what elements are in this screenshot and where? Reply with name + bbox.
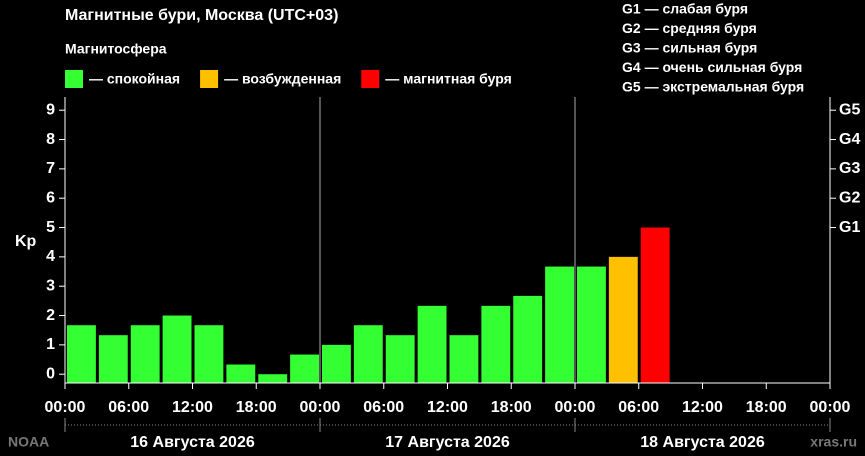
bar bbox=[545, 266, 574, 383]
legend-label: — магнитная буря bbox=[385, 71, 512, 87]
y2-tick-label: G4 bbox=[839, 131, 860, 148]
bar bbox=[322, 344, 351, 383]
bar bbox=[640, 227, 670, 383]
scale-note: G4 — очень сильная буря bbox=[622, 59, 802, 75]
bar bbox=[258, 374, 288, 383]
legend-swatch bbox=[200, 70, 219, 88]
y-tick-label: 9 bbox=[46, 101, 55, 118]
y2-tick-label: G5 bbox=[839, 101, 860, 118]
y-tick-label: 1 bbox=[46, 336, 55, 353]
bar bbox=[98, 335, 128, 383]
x-tick-label: 18:00 bbox=[236, 399, 277, 416]
legend-swatch bbox=[65, 70, 83, 88]
bar bbox=[353, 325, 383, 383]
scale-note: G3 — сильная буря bbox=[622, 40, 757, 56]
y2-tick-label: G3 bbox=[839, 160, 860, 177]
legend-title: Магнитосфера bbox=[65, 41, 167, 57]
x-tick-label: 12:00 bbox=[172, 399, 213, 416]
scale-note: G2 — средняя буря bbox=[622, 20, 757, 36]
source: NOAA bbox=[8, 434, 49, 450]
y-tick-label: 2 bbox=[46, 307, 55, 324]
y2-tick-label: G2 bbox=[839, 189, 860, 206]
y2-tick-label: G1 bbox=[839, 219, 860, 236]
x-tick-label: 12:00 bbox=[682, 399, 723, 416]
bar bbox=[513, 295, 543, 383]
y-axis-label: Kp bbox=[15, 233, 37, 250]
bar bbox=[577, 266, 606, 383]
x-tick-label: 00:00 bbox=[300, 399, 341, 416]
bar bbox=[417, 305, 447, 383]
scale-note: G5 — экстремальная буря bbox=[622, 79, 804, 95]
bar bbox=[481, 305, 511, 383]
bar bbox=[130, 325, 160, 383]
x-tick-label: 06:00 bbox=[363, 399, 404, 416]
x-tick-label: 00:00 bbox=[810, 399, 851, 416]
x-tick-label: 06:00 bbox=[618, 399, 659, 416]
bar bbox=[162, 315, 192, 383]
bar bbox=[449, 335, 479, 383]
x-tick-label: 12:00 bbox=[427, 399, 468, 416]
y-tick-label: 7 bbox=[46, 160, 55, 177]
bar bbox=[226, 364, 256, 383]
day-label: 17 Августа 2026 bbox=[385, 434, 510, 451]
y-tick-label: 3 bbox=[46, 277, 55, 294]
bar bbox=[194, 325, 224, 383]
x-tick-label: 18:00 bbox=[491, 399, 532, 416]
x-tick-label: 00:00 bbox=[555, 399, 596, 416]
y-tick-label: 8 bbox=[46, 131, 55, 148]
day-label: 16 Августа 2026 bbox=[130, 434, 255, 451]
site: xras.ru bbox=[810, 434, 857, 450]
y-tick-label: 4 bbox=[46, 248, 55, 265]
scale-note: G1 — слабая буря bbox=[622, 1, 748, 17]
x-tick-label: 06:00 bbox=[108, 399, 149, 416]
chart-title: Магнитные бури, Москва (UTC+03) bbox=[65, 7, 338, 24]
bar bbox=[67, 325, 96, 383]
y-tick-label: 0 bbox=[46, 365, 55, 382]
x-tick-label: 18:00 bbox=[746, 399, 787, 416]
bar bbox=[385, 335, 415, 383]
bar bbox=[290, 354, 319, 383]
y-tick-label: 6 bbox=[46, 189, 55, 206]
bar bbox=[608, 256, 638, 383]
legend-label: — возбужденная bbox=[224, 71, 341, 87]
y-tick-label: 5 bbox=[46, 219, 55, 236]
legend-label: — спокойная bbox=[89, 71, 180, 87]
day-label: 18 Августа 2026 bbox=[640, 434, 765, 451]
legend-swatch bbox=[361, 70, 380, 88]
x-tick-label: 00:00 bbox=[45, 399, 86, 416]
